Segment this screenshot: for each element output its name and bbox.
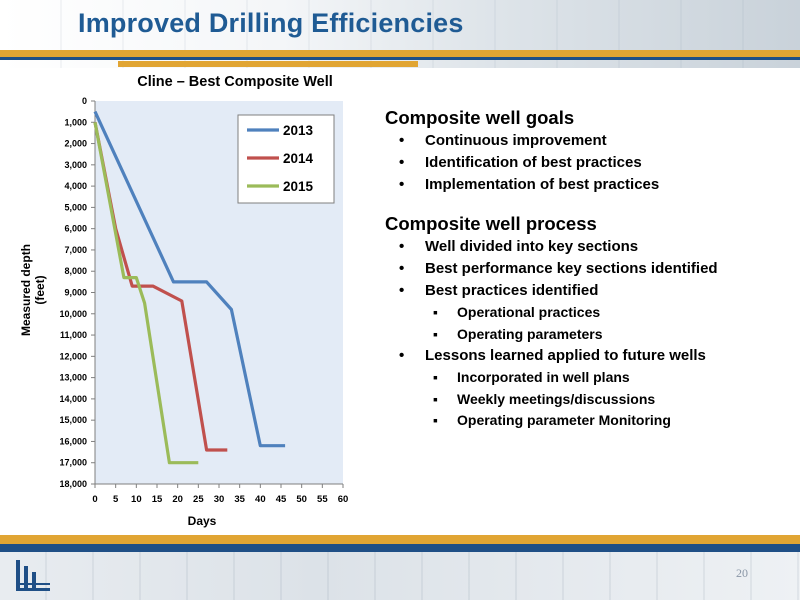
process-subitem: Weekly meetings/discussions — [385, 389, 795, 411]
header-accent-bar — [0, 50, 800, 57]
x-tick-label: 55 — [317, 494, 328, 505]
process-item: Best performance key sections identified — [385, 258, 795, 280]
x-tick-label: 60 — [338, 494, 349, 505]
process-subitem: Operating parameters — [385, 324, 795, 346]
x-tick-label: 25 — [193, 494, 204, 505]
legend-label: 2015 — [283, 179, 314, 194]
y-axis-title-line-2: (feet) — [33, 275, 47, 304]
x-axis-ticks: 0 5 10 15 20 25 30 35 40 45 50 55 60 — [92, 484, 348, 505]
x-tick-label: 0 — [92, 494, 97, 505]
process-subitem: Operational practices — [385, 302, 795, 324]
y-axis-ticks: 0 1,000 2,000 3,000 4,000 5,000 6,000 7,000 8,00… — [59, 96, 95, 489]
x-tick-label: 35 — [234, 494, 245, 505]
y-tick-label: 7,000 — [64, 245, 87, 255]
depth-vs-days-chart: Cline – Best Composite Well 0 1,000 2,000 3… — [19, 74, 348, 528]
y-tick-label: 15,000 — [59, 415, 87, 425]
legend-label: 2013 — [283, 123, 314, 138]
series-line-2013 — [93, 110, 286, 448]
x-tick-label: 15 — [152, 494, 163, 505]
footer-blue-bar — [0, 544, 800, 552]
x-tick-label: 5 — [113, 494, 119, 505]
y-tick-label: 1,000 — [64, 117, 87, 127]
y-tick-label: 4,000 — [64, 181, 87, 191]
y-tick-label: 9,000 — [64, 288, 87, 298]
company-logo — [16, 560, 50, 591]
y-tick-label: 6,000 — [64, 224, 87, 234]
series-line-2015 — [93, 122, 199, 465]
y-tick-label: 14,000 — [59, 394, 87, 404]
y-tick-label: 11,000 — [60, 330, 87, 340]
header-blue-bar — [0, 57, 800, 60]
y-axis-title: Measured depth (feet) — [19, 244, 47, 336]
header-accent-bar-short — [118, 61, 418, 67]
process-subitem: Operating parameter Monitoring — [385, 410, 795, 432]
process-subitem: Incorporated in well plans — [385, 367, 795, 389]
process-item: Well divided into key sections — [385, 236, 795, 258]
y-tick-label: 2,000 — [64, 139, 87, 149]
y-tick-label: 17,000 — [59, 458, 87, 468]
bullet-panel: Composite well goals Continuous improvem… — [385, 106, 795, 432]
x-tick-label: 50 — [296, 494, 307, 505]
x-tick-label: 20 — [172, 494, 183, 505]
process-heading: Composite well process — [385, 213, 597, 234]
x-axis-title: Days — [188, 514, 217, 528]
y-tick-label: 16,000 — [59, 436, 87, 446]
footer-background — [0, 552, 800, 600]
page-number: 20 — [736, 566, 748, 580]
goals-item: Identification of best practices — [385, 152, 795, 174]
y-tick-label: 18,000 — [59, 479, 87, 489]
chart-title: Cline – Best Composite Well — [137, 74, 333, 90]
goals-item: Continuous improvement — [385, 130, 795, 152]
y-tick-label: 13,000 — [59, 373, 87, 383]
goals-item: Implementation of best practices — [385, 174, 795, 196]
y-axis-title-line-1: Measured depth — [19, 244, 33, 336]
process-item: Best practices identified — [385, 280, 795, 302]
footer-accent-bar — [0, 535, 800, 544]
slide-title: Improved Drilling Efficiencies — [78, 8, 464, 38]
process-item: Lessons learned applied to future wells — [385, 345, 795, 367]
series-lines — [93, 110, 286, 465]
chart-legend: 2013 2014 2015 — [237, 114, 335, 204]
y-tick-label: 10,000 — [59, 309, 87, 319]
y-tick-label: 3,000 — [64, 160, 87, 170]
y-tick-label: 5,000 — [64, 202, 87, 212]
x-tick-label: 10 — [131, 494, 142, 505]
legend-label: 2014 — [283, 151, 314, 166]
x-tick-label: 45 — [276, 494, 287, 505]
y-tick-label: 12,000 — [59, 351, 87, 361]
x-tick-label: 40 — [255, 494, 266, 505]
x-tick-label: 30 — [214, 494, 225, 505]
y-tick-label: 0 — [82, 96, 87, 106]
goals-heading: Composite well goals — [385, 107, 575, 128]
y-tick-label: 8,000 — [64, 266, 87, 276]
